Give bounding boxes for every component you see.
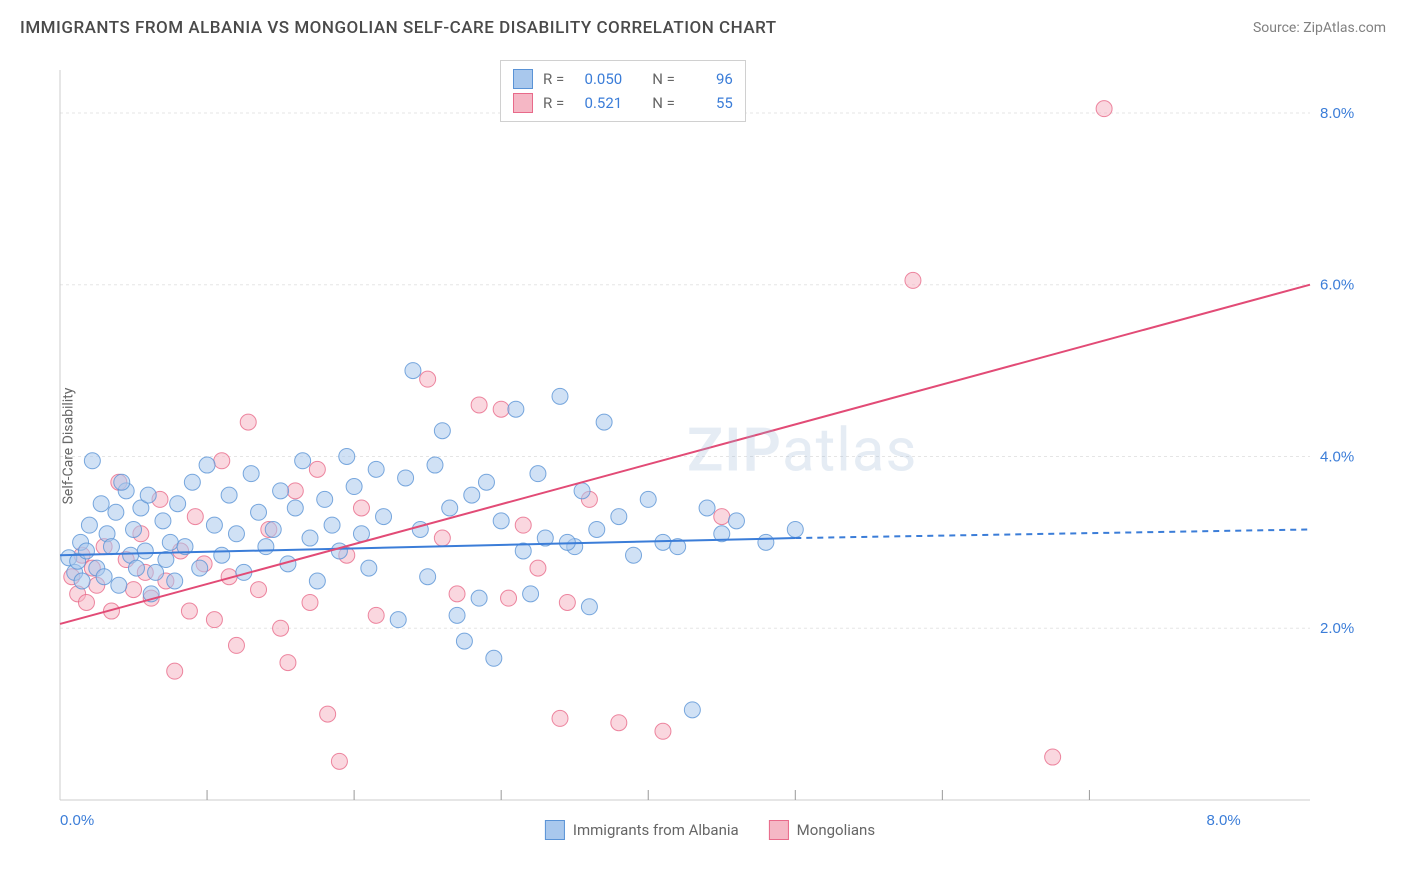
chart-area: 2.0%4.0%6.0%8.0%0.0%8.0% ZIPatlas R = 0.…: [50, 60, 1370, 840]
legend-row-mongolia: R = 0.521 N = 55: [513, 91, 733, 115]
correlation-legend: R = 0.050 N = 96 R = 0.521 N = 55: [500, 60, 746, 122]
svg-text:0.0%: 0.0%: [60, 812, 94, 829]
legend-swatch-albania: [545, 820, 565, 840]
legend-r-value-albania: 0.050: [574, 70, 622, 88]
chart-header: IMMIGRANTS FROM ALBANIA VS MONGOLIAN SEL…: [20, 18, 1386, 38]
legend-n-value-albania: 96: [685, 70, 733, 88]
source-attribution: Source: ZipAtlas.com: [1253, 20, 1386, 36]
legend-swatch-mongolia: [513, 93, 533, 113]
legend-item-mongolia: Mongolians: [769, 820, 875, 840]
legend-r-label: R =: [543, 70, 564, 88]
svg-text:6.0%: 6.0%: [1320, 277, 1354, 294]
legend-row-albania: R = 0.050 N = 96: [513, 67, 733, 91]
legend-n-label: N =: [652, 94, 675, 112]
svg-text:8.0%: 8.0%: [1206, 812, 1240, 829]
chart-title: IMMIGRANTS FROM ALBANIA VS MONGOLIAN SEL…: [20, 18, 777, 38]
svg-text:2.0%: 2.0%: [1320, 620, 1354, 637]
legend-r-label: R =: [543, 94, 564, 112]
legend-r-value-mongolia: 0.521: [574, 94, 622, 112]
legend-label-albania: Immigrants from Albania: [573, 821, 739, 839]
svg-text:4.0%: 4.0%: [1320, 448, 1354, 465]
legend-label-mongolia: Mongolians: [797, 821, 875, 839]
scatter-plot-svg: 2.0% 4.0% 6.0% 8.0% 0.0% 8.0%: [50, 60, 1370, 840]
series-legend: Immigrants from Albania Mongolians: [545, 820, 875, 840]
legend-n-label: N =: [652, 70, 675, 88]
legend-n-value-mongolia: 55: [685, 94, 733, 112]
legend-swatch-mongolia: [769, 820, 789, 840]
legend-item-albania: Immigrants from Albania: [545, 820, 739, 840]
legend-swatch-albania: [513, 69, 533, 89]
svg-text:8.0%: 8.0%: [1320, 105, 1354, 122]
